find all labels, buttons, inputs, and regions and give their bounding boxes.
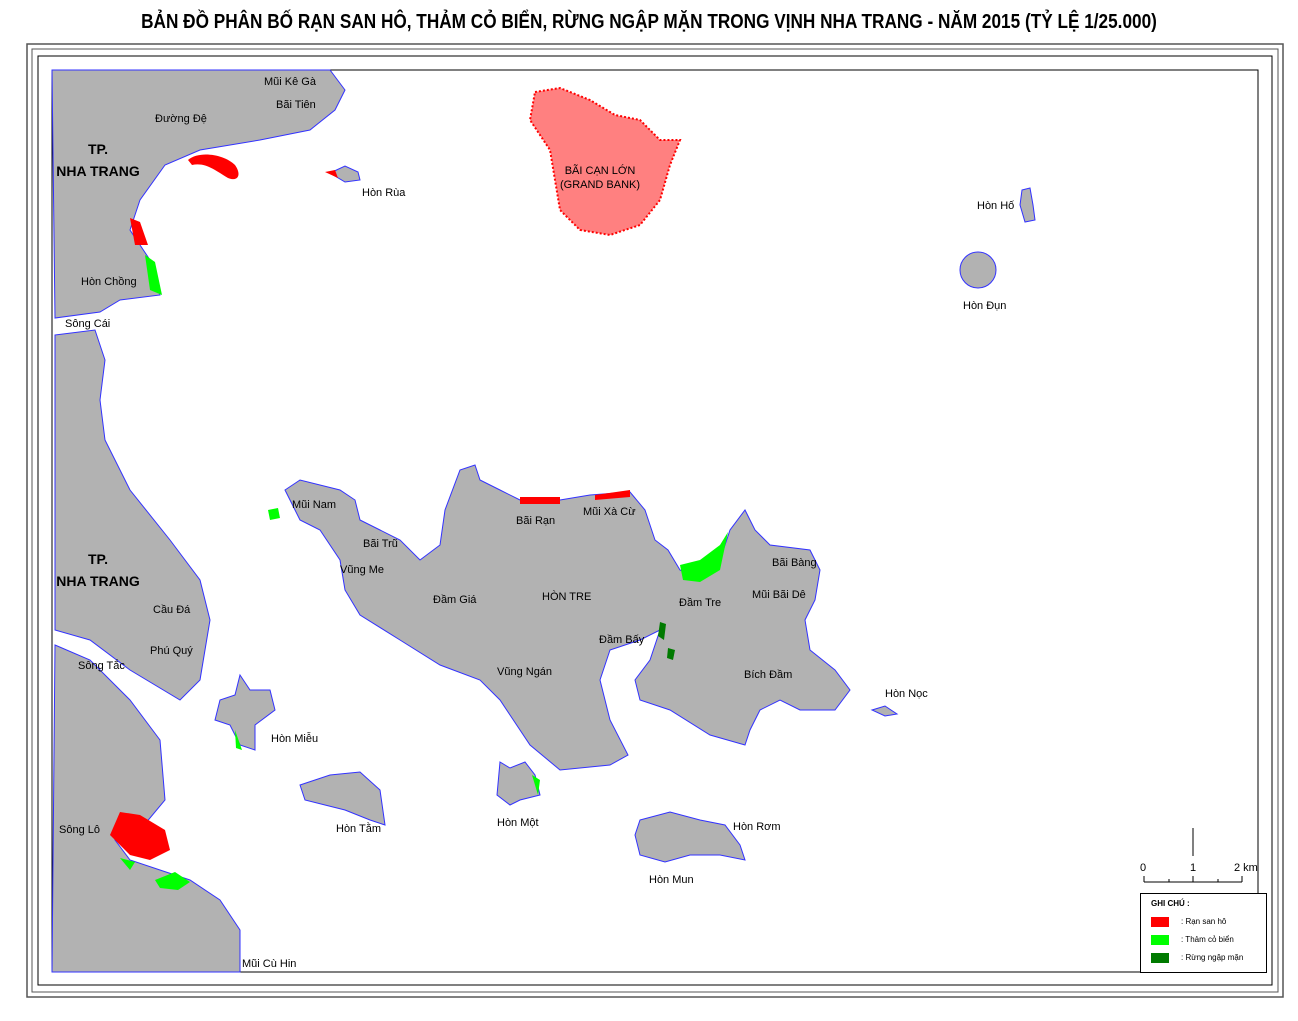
place-label: Bãi Bàng [772, 557, 817, 569]
place-label: Đường Đệ [155, 113, 207, 125]
city-label: TP. NHA TRANG [56, 551, 140, 589]
seagrass-bed [532, 775, 540, 795]
place-label: BÃI CẠN LỚN (GRAND BANK) [559, 165, 641, 191]
legend-label: : Rạn san hô [1181, 917, 1227, 926]
hon-mun-island [634, 811, 746, 863]
place-label: Đầm Bấy [599, 634, 645, 646]
mangrove-swatch [1151, 953, 1169, 963]
place-label: Đầm Giá [433, 594, 477, 606]
scale-bar [1143, 828, 1243, 883]
coral-reef [110, 812, 170, 860]
place-label: Sông Cái [65, 318, 111, 330]
place-label: HÒN TRE [542, 591, 592, 603]
seagrass-bed [235, 730, 242, 750]
seagrass-bed [155, 872, 190, 890]
legend-title: GHI CHÚ : [1151, 899, 1190, 908]
seagrass-bed [680, 532, 728, 582]
grid-frame [37, 55, 1273, 986]
city-label: TP. NHA TRANG [56, 141, 140, 179]
seagrass-bed [145, 255, 162, 295]
mainland-north [51, 69, 346, 319]
outer-frame [26, 43, 1284, 998]
place-label: Hòn Một [497, 817, 539, 829]
place-label: Hòn Rơm [733, 821, 781, 833]
mainland-middle [54, 329, 211, 701]
place-label: Hòn Đụn [963, 300, 1007, 312]
scale-tick-label: 2 km [1234, 862, 1258, 874]
legend-item-seagrass: : Thảm cỏ biển [1151, 935, 1261, 947]
place-label: Hòn Nọc [885, 688, 928, 700]
hon-rua-island [328, 165, 361, 183]
place-label: Bãi Rạn [516, 515, 556, 527]
place-label: Đầm Tre [679, 597, 722, 609]
place-label: Sông Lô [59, 824, 100, 836]
seagrass-bed [120, 858, 135, 870]
hon-noc-island [870, 705, 899, 717]
place-label: Vũng Ngán [497, 666, 553, 678]
scale-tick-label: 1 [1190, 862, 1197, 874]
place-label: Hòn Miễu [271, 733, 319, 745]
place-label: Mũi Kê Gà [264, 76, 316, 88]
frame-line [31, 48, 1279, 993]
place-label: Bãi Tiên [276, 99, 316, 111]
place-label: Cầu Đá [153, 604, 191, 616]
place-label: Phú Quý [150, 645, 193, 657]
coral-swatch [1151, 917, 1169, 927]
place-label: Sông Tắc [78, 660, 125, 672]
mangrove-forest [667, 648, 675, 660]
hon-tam-island [299, 771, 386, 826]
coral-reef [188, 154, 239, 180]
scale-tick-label: 0 [1140, 862, 1147, 874]
hon-mieu-island [214, 673, 276, 751]
coral-reef [520, 497, 560, 504]
coral-reef [325, 170, 338, 178]
coral-reef [130, 218, 148, 245]
legend-item-mangrove: : Rừng ngập mặn [1151, 953, 1261, 965]
legend: GHI CHÚ : : Rạn san hô : Thảm cỏ biển : … [1140, 893, 1267, 973]
legend-label: : Rừng ngập mặn [1181, 953, 1244, 962]
hon-tre-island [284, 464, 851, 771]
place-label: Hòn Hố [977, 200, 1015, 212]
legend-item-coral: : Rạn san hô [1151, 917, 1261, 929]
place-label: Hòn Mun [649, 874, 694, 886]
coral-reef [595, 490, 630, 500]
legend-label: : Thảm cỏ biển [1181, 935, 1234, 944]
place-label: Mũi Nam [292, 499, 337, 511]
hon-mot-island [496, 761, 541, 806]
seagrass-swatch [1151, 935, 1169, 945]
place-label: Hòn Rùa [362, 187, 406, 199]
mangrove-forest [658, 622, 666, 640]
mainland-south [51, 644, 241, 973]
place-label: Hòn Tằm [336, 823, 382, 835]
place-label: Mũi Xà Cừ [583, 506, 636, 518]
place-label: Vũng Me [340, 564, 385, 576]
place-label: Mũi Cù Hin [242, 958, 297, 970]
place-label: Hòn Chồng [81, 276, 137, 288]
place-label: Bãi Trũ [363, 538, 398, 550]
hon-ho-island [1019, 187, 1036, 223]
place-label: Bích Đầm [744, 669, 793, 681]
seagrass-bed [268, 508, 280, 520]
bai-can-lon-bank [528, 86, 682, 237]
hon-dun-island [959, 251, 997, 289]
place-label: Mũi Bãi Dê [752, 589, 806, 601]
map-title: BẢN ĐỒ PHÂN BỐ RẠN SAN HÔ, THẢM CỎ BIỂN,… [141, 11, 1157, 33]
